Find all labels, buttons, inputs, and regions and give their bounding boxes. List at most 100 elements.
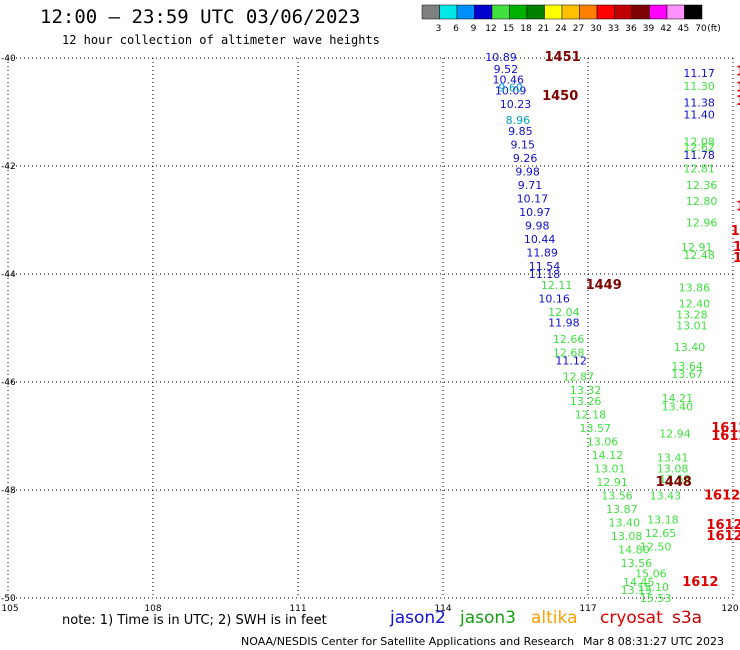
wave-height-label: 12.87 — [563, 371, 595, 384]
wave-height-label: 12.04 — [548, 306, 580, 319]
wave-height-label: 15.53 — [640, 592, 672, 605]
legend-altika: altika — [531, 608, 578, 628]
pass-label: 161 — [731, 224, 740, 239]
chart-subtitle: 12 hour collection of altimeter wave hei… — [62, 33, 380, 47]
pass-label: 161 — [736, 200, 740, 215]
wave-height-label: 11.30 — [683, 80, 715, 93]
x-tick-label: 117 — [579, 604, 596, 614]
wave-height-label: 12.96 — [686, 217, 718, 230]
colorbar-label: 3 — [436, 24, 442, 34]
colorbar-label: 45 — [678, 24, 689, 34]
wave-height-label: 9.71 — [518, 179, 543, 192]
wave-height-label: 10.17 — [517, 192, 549, 205]
wave-height-label: 13.15 — [621, 584, 653, 597]
wave-height-label: 12.36 — [686, 179, 718, 192]
x-tick-label: 114 — [434, 604, 451, 614]
pass-label: 1612 — [711, 421, 740, 436]
pass-label: 1 — [736, 81, 740, 96]
wave-height-label: 9.26 — [513, 152, 538, 165]
colorbar-label: 24 — [555, 24, 567, 34]
wave-height-label: 12.62 — [683, 141, 715, 154]
y-tick-label: -44 — [1, 270, 16, 280]
pass-label: 1449 — [586, 278, 622, 293]
wave-height-label: 11.40 — [683, 109, 715, 122]
pass-label: 1448 — [656, 475, 692, 490]
color-bar-legend: 3 6 9 12 15 18 21 24 27 30 33 36 39 42 45 70 (ft) — [421, 4, 721, 34]
footnote: note: 1) Time is in UTC; 2) SWH is in fe… — [62, 613, 327, 628]
legend-s3a: s3a — [672, 608, 703, 628]
y-tick-label: -46 — [1, 378, 16, 388]
colorbar-label: 18 — [520, 24, 532, 34]
x-tick-label: 108 — [144, 604, 161, 614]
wave-height-label: 12.40 — [679, 298, 711, 311]
wave-height-label: 12.66 — [553, 333, 585, 346]
pass-label: 1612 — [704, 488, 740, 503]
wave-height-label: 11.38 — [683, 96, 715, 109]
wave-height-label: 13.57 — [580, 422, 612, 435]
wave-height-label: 10.97 — [519, 206, 551, 219]
wave-height-label: 13.41 — [657, 452, 689, 465]
legend-jason2: jason2 — [390, 608, 446, 628]
colorbar-swatch — [684, 4, 703, 20]
wave-height-label: 11.12 — [555, 354, 587, 367]
wave-height-label: 9.52 — [494, 63, 519, 76]
pass-label: 1612 — [706, 518, 740, 533]
wave-height-label: 13.01 — [594, 462, 626, 475]
pass-label: 1 — [736, 94, 740, 109]
wave-height-label: 12.81 — [683, 163, 715, 176]
wave-height-label: 10.09 — [495, 84, 527, 97]
wave-height-label: 12.08 — [683, 136, 715, 149]
wave-height-label: 14.45 — [623, 576, 655, 589]
x-tick-label: 120 — [721, 604, 738, 614]
wave-height-label: 12.91 — [681, 241, 713, 254]
colorbar-label: 12 — [485, 24, 496, 34]
colorbar-label: 30 — [590, 24, 602, 34]
wave-height-label: 10.23 — [500, 98, 532, 111]
colorbar-label: 39 — [643, 24, 655, 34]
colorbar-label: 33 — [608, 24, 619, 34]
colorbar-label: 21 — [538, 24, 549, 34]
wave-height-label: 13.28 — [676, 309, 708, 322]
wave-height-label: 8.96 — [506, 114, 531, 127]
wave-height-label: 13.32 — [570, 384, 602, 397]
colorbar-label: 36 — [625, 24, 637, 34]
wave-height-label: 10.89 — [485, 51, 517, 64]
pass-label: 161 — [733, 251, 740, 266]
wave-height-label: 13.08 — [611, 530, 643, 543]
page-title: 12:00 – 23:59 UTC 03/06/2023 — [40, 6, 361, 28]
wave-height-label: 12.91 — [596, 476, 628, 489]
wave-height-label: 9.85 — [508, 125, 533, 138]
wave-height-label: 11.78 — [683, 149, 715, 162]
legend-cryosat: cryosat — [600, 608, 663, 628]
wave-height-label: 14.80 — [618, 543, 650, 556]
pass-label: 1612 — [706, 529, 740, 544]
pass-label: 1450 — [542, 89, 578, 104]
wave-height-label: 12.11 — [541, 279, 573, 292]
wave-height-label: 15.06 — [635, 568, 667, 581]
y-tick-label: -42 — [1, 162, 16, 172]
colorbar-label: 9 — [471, 24, 477, 34]
pass-label: 1612 — [711, 429, 740, 444]
wave-height-label: 13.08 — [657, 462, 689, 475]
wave-height-label: 13.01 — [676, 319, 708, 332]
wave-height-label: 13.56 — [601, 489, 633, 502]
wave-height-label: 9.98 — [515, 165, 540, 178]
pass-label: 1451 — [545, 50, 581, 65]
wave-height-label: 10.16 — [538, 292, 570, 305]
wave-height-label: 12.18 — [575, 408, 607, 421]
wave-height-label: 12.50 — [640, 541, 672, 554]
x-tick-label: 111 — [289, 604, 306, 614]
colorbar-label: 27 — [573, 24, 584, 34]
wave-height-label: 13.26 — [570, 395, 602, 408]
wave-height-label: 11.18 — [529, 268, 561, 281]
wave-height-label: 9.98 — [525, 219, 550, 232]
wave-height-label: 13.43 — [650, 489, 682, 502]
colorbar-label: 70 — [695, 24, 707, 34]
wave-height-label: 14.21 — [662, 392, 694, 405]
wave-height-label: 12.94 — [659, 427, 691, 440]
colorbar-label: 42 — [660, 24, 671, 34]
wave-height-label: 13.86 — [679, 282, 711, 295]
wave-height-label: 13.64 — [671, 360, 703, 373]
wave-height-label: 11.89 — [526, 246, 558, 259]
